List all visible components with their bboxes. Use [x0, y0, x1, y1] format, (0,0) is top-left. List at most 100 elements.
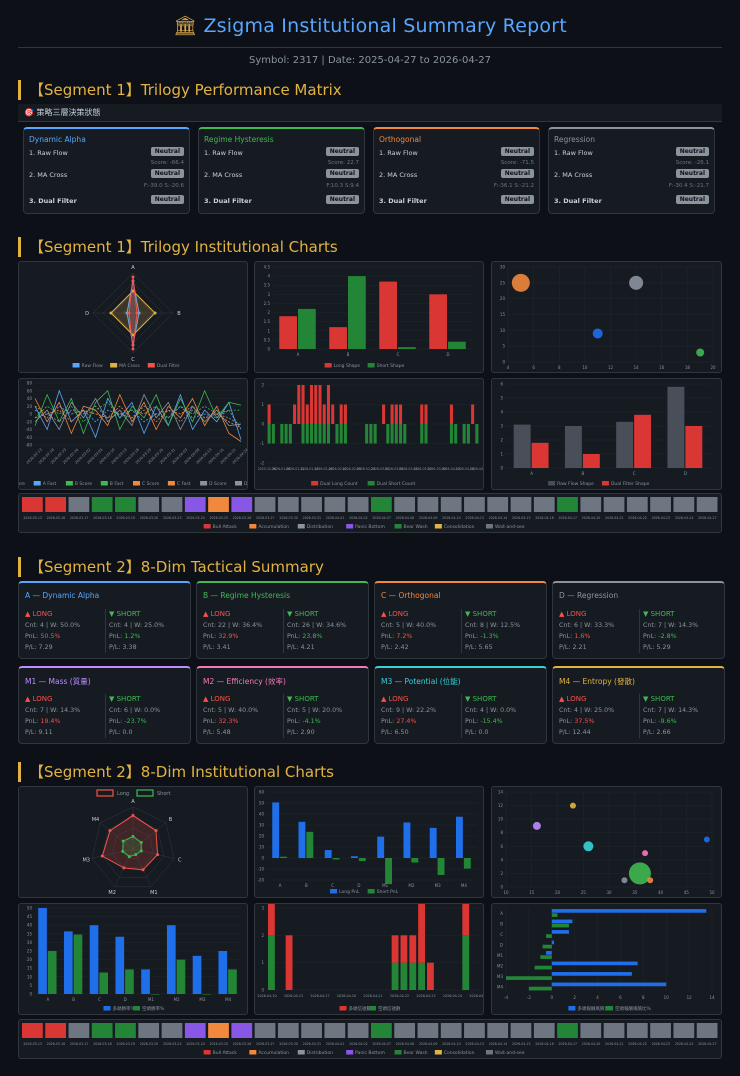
y-tick-label: 0 [261, 856, 264, 861]
x-tick-label: 2026-03-23 [413, 467, 432, 471]
pnl-label: PnL: [25, 633, 41, 640]
pnl-label: PnL: [559, 718, 575, 725]
legend-swatch [249, 524, 257, 529]
count-winrate: Cnt: 5 | W: 20.0% [287, 707, 343, 714]
pnl-label: PnL: [381, 718, 397, 725]
matrix-row-label: 1. Raw Flow [379, 149, 418, 157]
bar-mark [267, 404, 271, 424]
bar-mark [582, 454, 600, 468]
legend-label: Consolidation [444, 1050, 475, 1056]
bar-mark [534, 965, 552, 970]
state-date-label: 2026-04-15 [512, 516, 531, 520]
pl-ratio: P/L: 2.42 [381, 644, 409, 651]
state-date-label: 2026-03-20 [140, 1042, 159, 1046]
matrix-score: Score: -66.4 [150, 160, 184, 166]
neutral-badge: Neutral [500, 147, 534, 156]
legend-label: Short [157, 791, 170, 797]
legend-swatch [394, 524, 402, 529]
neutral-badge: Neutral [325, 169, 359, 178]
pnl-line: PnL: -1.3% [465, 631, 545, 642]
bar-mark [399, 424, 403, 444]
neutral-badge: Neutral [325, 195, 359, 204]
trilogy-state-strip-panel: 2026-03-13 2026-03-16 2026-03-17 2026-03-18… [18, 493, 722, 533]
y-tick-label: 3 [500, 424, 503, 429]
pnl-value: 23.8% [302, 633, 323, 640]
y-tick-label: 10 [27, 974, 33, 979]
y-tick-label: -60 [25, 435, 32, 440]
bubble-point [642, 850, 649, 857]
bar-mark [310, 385, 314, 424]
matrix-card-title: Regression [554, 135, 596, 144]
legend-swatch [297, 524, 305, 529]
matrix-row: 3. Dual Filter Neutral [204, 195, 359, 205]
bar-mark [409, 962, 417, 990]
pnl-label: PnL: [559, 633, 575, 640]
y-tick-label: 5 [29, 983, 32, 988]
state-date-label: 2026-03-27 [256, 516, 275, 520]
pnl-value: -1.3% [480, 633, 499, 640]
dim8-state-strip-panel-svg: 2026-03-13 2026-03-16 2026-03-17 2026-03-18… [22, 1023, 718, 1056]
y-tick-label: 60 [27, 388, 33, 393]
state-date-label: 2026-04-15 [512, 1042, 531, 1046]
pnl-line: PnL: 23.8% [287, 631, 367, 642]
bar-mark [386, 424, 390, 444]
legend-swatch [485, 1050, 493, 1055]
x-tick-label: A [279, 883, 282, 888]
tactical-card-title: B — Regime Hysteresis [203, 591, 291, 600]
bar-mark [348, 276, 366, 349]
legend-label: Panic Bottom [355, 524, 385, 530]
y-tick-label: 25 [500, 280, 506, 285]
radar-grid [91, 806, 175, 888]
report-title-text: Zsigma Institutional Summary Report [203, 15, 567, 37]
state-date-label: 2026-03-24 [186, 1042, 205, 1046]
bar-mark [382, 404, 386, 424]
title-divider [18, 47, 722, 48]
legend-swatch [311, 481, 319, 486]
y-tick-label: 25 [27, 949, 33, 954]
state-cell [301, 1023, 322, 1038]
radar-point [139, 849, 143, 853]
pl-ratio: P/L: 4.21 [287, 644, 315, 651]
state-cell [45, 1023, 67, 1038]
matrix-row-label: 2. MA Cross [379, 171, 418, 179]
state-date-label: 2026-04-16 [535, 516, 554, 520]
line-series [34, 389, 242, 440]
state-date-label: 2026-04-14 [489, 516, 508, 520]
pnl-line: PnL: -23.7% [109, 716, 189, 727]
state-cell [45, 497, 67, 512]
pnl-value: 32.9% [218, 633, 239, 640]
bar-mark [115, 936, 125, 994]
radar-point [131, 347, 135, 351]
state-date-label: 2026-04-23 [652, 1042, 671, 1046]
x-tick-label: M3 [199, 997, 205, 1002]
dim8-pnl-panel: -20 -10 0 10 20 30 40 50 60 A B C D M1 M2 M3 M4 Long PnL S… [254, 786, 484, 898]
short-heading: ▼ SHORT [287, 610, 319, 618]
y-tick-label: -10 [257, 867, 264, 872]
state-date-label: 2026-03-18 [93, 1042, 112, 1046]
pnl-label: PnL: [109, 718, 125, 725]
state-date-label: 2026-03-20 [140, 516, 159, 520]
state-date-label: 2026-04-01 [326, 516, 345, 520]
neutral-badge: Neutral [150, 147, 184, 156]
column-divider [105, 609, 106, 653]
bar-mark [531, 442, 549, 468]
y-tick-label: 15 [27, 966, 33, 971]
pnl-label: PnL: [287, 633, 303, 640]
bar-mark [398, 347, 416, 349]
state-cell [603, 1023, 625, 1038]
long-heading: ▲ LONG [203, 695, 231, 703]
state-cell [68, 1023, 90, 1038]
bar-mark [335, 424, 339, 444]
y-tick-label: 1 [261, 402, 264, 407]
state-cell [580, 497, 602, 512]
bar-mark [298, 821, 306, 858]
state-date-label: 2026-03-16 [47, 516, 66, 520]
bar-mark [373, 424, 377, 444]
matrix-row-label: 2. MA Cross [554, 171, 593, 179]
trilogy-shape-bar-panel-svg: 0 0.5 1 1.5 2 2.5 3 3.5 4 4.5 A B C D Long Shape Short … [264, 265, 473, 369]
state-cell [184, 1023, 206, 1038]
bar-mark [314, 424, 318, 444]
bar-mark [228, 969, 237, 994]
bar-mark [301, 385, 305, 424]
state-date-label: 2026-04-09 [419, 516, 438, 520]
